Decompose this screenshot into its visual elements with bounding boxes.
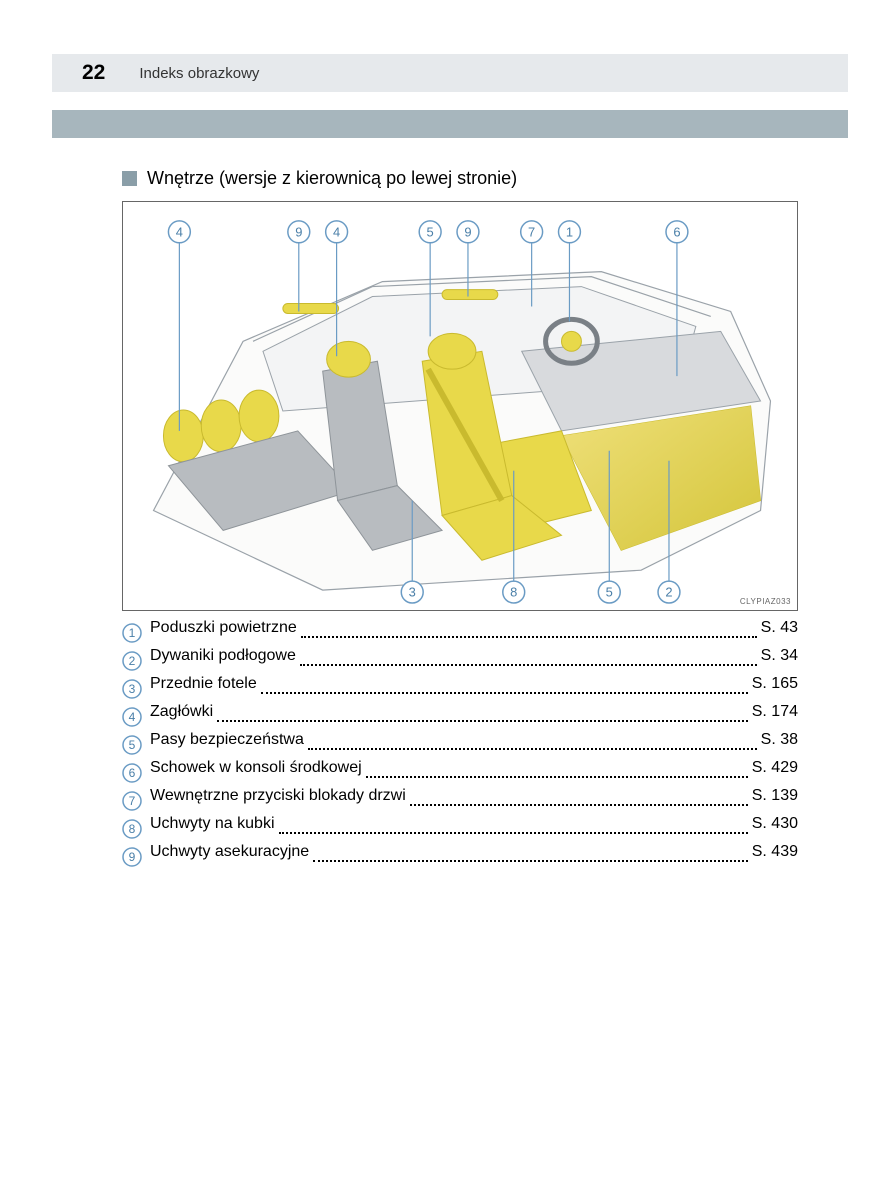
index-marker-icon: 9 <box>122 847 142 867</box>
leader-dots <box>301 636 757 638</box>
leader-dots <box>410 804 748 806</box>
svg-text:6: 6 <box>129 766 136 780</box>
svg-text:5: 5 <box>427 224 434 239</box>
index-page: S. 43 <box>761 619 798 637</box>
svg-text:3: 3 <box>129 682 136 696</box>
index-page: S. 165 <box>752 675 798 693</box>
index-label: Zagłówki <box>150 703 213 721</box>
leader-dots <box>366 776 748 778</box>
index-marker-icon: 6 <box>122 763 142 783</box>
index-label: Uchwyty asekuracyjne <box>150 843 309 861</box>
index-row: 4 Zagłówki S. 174 <box>122 703 798 731</box>
index-row: 6 Schowek w konsoli środkowej S. 429 <box>122 759 798 787</box>
index-row: 8 Uchwyty na kubki S. 430 <box>122 815 798 843</box>
index-marker-icon: 3 <box>122 679 142 699</box>
page-number: 22 <box>82 61 105 85</box>
svg-text:5: 5 <box>129 738 136 752</box>
index-page: S. 430 <box>752 815 798 833</box>
svg-text:6: 6 <box>673 224 680 239</box>
svg-text:3: 3 <box>409 585 416 600</box>
svg-text:7: 7 <box>528 224 535 239</box>
svg-text:5: 5 <box>606 585 613 600</box>
index-row: 7 Wewnętrzne przyciski blokady drzwi S. 13… <box>122 787 798 815</box>
leader-dots <box>261 692 748 694</box>
section-title: Wnętrze (wersje z kierownicą po lewej st… <box>147 168 517 189</box>
index-page: S. 139 <box>752 787 798 805</box>
index-marker-icon: 2 <box>122 651 142 671</box>
leader-dots <box>279 832 748 834</box>
svg-text:1: 1 <box>566 224 573 239</box>
svg-text:9: 9 <box>129 850 136 864</box>
index-page: S. 34 <box>761 647 798 665</box>
svg-text:2: 2 <box>665 585 672 600</box>
header-title: Indeks obrazkowy <box>139 65 259 82</box>
leader-dots <box>308 748 757 750</box>
section-title-row: Wnętrze (wersje z kierownicą po lewej st… <box>122 168 798 189</box>
leader-dots <box>313 860 748 862</box>
index-marker-icon: 1 <box>122 623 142 643</box>
svg-text:4: 4 <box>333 224 340 239</box>
index-marker-icon: 8 <box>122 819 142 839</box>
interior-diagram: 4 9 4 5 9 7 1 6 3 8 5 2 CLYPIAZ033 <box>122 201 798 611</box>
index-label: Uchwyty na kubki <box>150 815 275 833</box>
index-marker-icon: 4 <box>122 707 142 727</box>
index-page: S. 174 <box>752 703 798 721</box>
index-label: Dywaniki podłogowe <box>150 647 296 665</box>
index-label: Poduszki powietrzne <box>150 619 297 637</box>
svg-text:9: 9 <box>295 224 302 239</box>
index-label: Przednie fotele <box>150 675 257 693</box>
index-row: 2 Dywaniki podłogowe S. 34 <box>122 647 798 675</box>
header-bar: 22 Indeks obrazkowy <box>52 54 848 92</box>
svg-text:4: 4 <box>129 710 136 724</box>
index-label: Schowek w konsoli środkowej <box>150 759 362 777</box>
svg-text:8: 8 <box>510 585 517 600</box>
svg-text:7: 7 <box>129 794 136 808</box>
svg-text:9: 9 <box>464 224 471 239</box>
svg-text:4: 4 <box>176 224 183 239</box>
index-row: 5 Pasy bezpieczeństwa S. 38 <box>122 731 798 759</box>
svg-text:8: 8 <box>129 822 136 836</box>
index-row: 1 Poduszki powietrzne S. 43 <box>122 619 798 647</box>
index-page: S. 439 <box>752 843 798 861</box>
index-page: S. 429 <box>752 759 798 777</box>
index-label: Wewnętrzne przyciski blokady drzwi <box>150 787 406 805</box>
diagram-code: CLYPIAZ033 <box>740 597 791 606</box>
diagram-svg: 4 9 4 5 9 7 1 6 3 8 5 2 <box>123 202 797 610</box>
index-row: 3 Przednie fotele S. 165 <box>122 675 798 703</box>
leader-dots <box>217 720 748 722</box>
svg-text:2: 2 <box>129 654 136 668</box>
index-page: S. 38 <box>761 731 798 749</box>
index-marker-icon: 5 <box>122 735 142 755</box>
index-list: 1 Poduszki powietrzne S. 43 2 Dywaniki podło… <box>122 619 798 871</box>
leader-dots <box>300 664 757 666</box>
square-marker-icon <box>122 171 137 186</box>
index-label: Pasy bezpieczeństwa <box>150 731 304 749</box>
content-area: Wnętrze (wersje z kierownicą po lewej st… <box>122 168 798 871</box>
index-marker-icon: 7 <box>122 791 142 811</box>
index-row: 9 Uchwyty asekuracyjne S. 439 <box>122 843 798 871</box>
accent-bar <box>52 110 848 138</box>
svg-text:1: 1 <box>129 626 136 640</box>
